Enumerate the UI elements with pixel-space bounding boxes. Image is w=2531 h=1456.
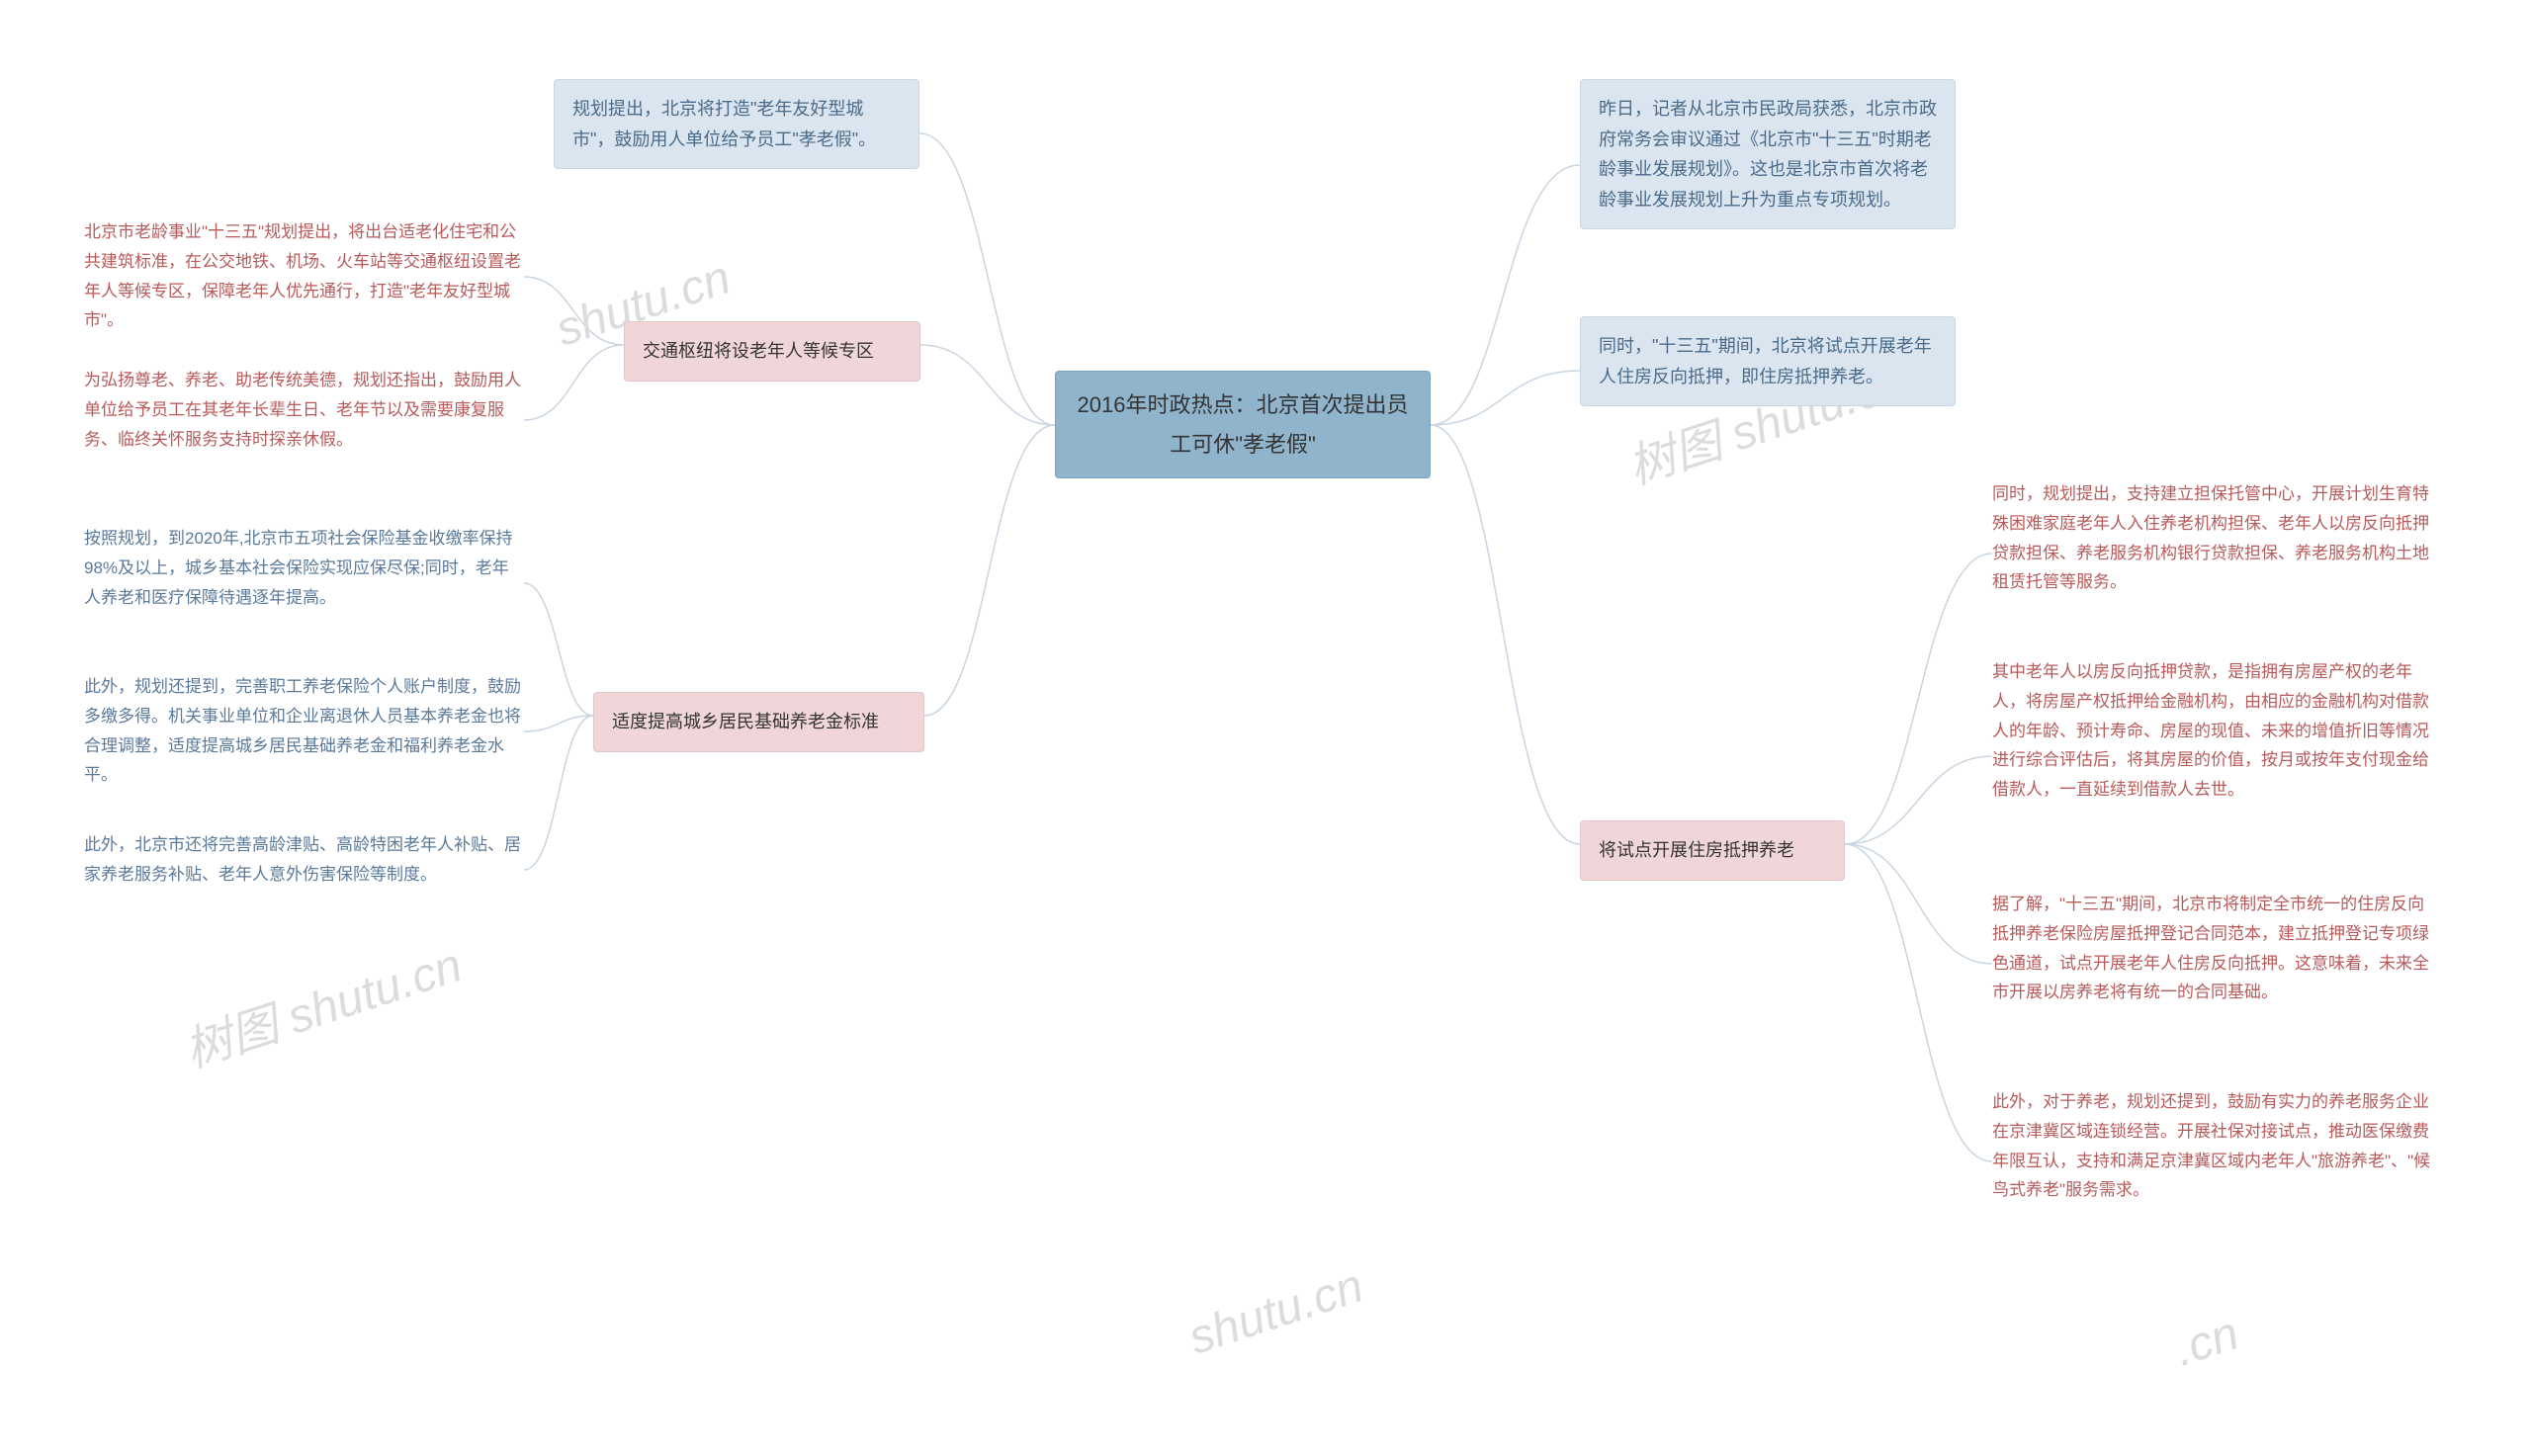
left-box-1: 规划提出，北京将打造"老年友好型城市"，鼓励用人单位给予员工"孝老假"。: [554, 79, 919, 169]
left-box-3-text: 适度提高城乡居民基础养老金标准: [612, 712, 879, 731]
right-box-2-text: 同时，"十三五"期间，北京将试点开展老年人住房反向抵押，即住房抵押养老。: [1599, 336, 1932, 386]
center-topic: 2016年时政热点：北京首次提出员工可休"孝老假": [1055, 371, 1431, 478]
left-box-2-detail-1: 北京市老龄事业"十三五"规划提出，将出台适老化住宅和公共建筑标准，在公交地铁、机…: [84, 217, 524, 335]
left-box-2-detail-2: 为弘扬尊老、养老、助老传统美德，规划还指出，鼓励用人单位给予员工在其老年长辈生日…: [84, 366, 524, 454]
left-box-1-text: 规划提出，北京将打造"老年友好型城市"，鼓励用人单位给予员工"孝老假"。: [572, 99, 876, 149]
right-box-3-detail-4: 此外，对于养老，规划还提到，鼓励有实力的养老服务企业在京津冀区域连锁经营。开展社…: [1992, 1087, 2432, 1205]
right-box-3: 将试点开展住房抵押养老: [1580, 820, 1845, 881]
right-box-3-detail-1: 同时，规划提出，支持建立担保托管中心，开展计划生育特殊困难家庭老年人入住养老机构…: [1992, 479, 2432, 597]
left-box-3-detail-3: 此外，北京市还将完善高龄津贴、高龄特困老年人补贴、居家养老服务补贴、老年人意外伤…: [84, 830, 524, 890]
center-topic-text: 2016年时政热点：北京首次提出员工可休"孝老假": [1078, 392, 1409, 457]
left-box-3: 适度提高城乡居民基础养老金标准: [593, 692, 924, 752]
right-box-3-detail-2: 其中老年人以房反向抵押贷款，是指拥有房屋产权的老年人，将房屋产权抵押给金融机构，…: [1992, 657, 2432, 805]
left-box-2: 交通枢纽将设老年人等候专区: [624, 321, 920, 382]
right-box-2: 同时，"十三五"期间，北京将试点开展老年人住房反向抵押，即住房抵押养老。: [1580, 316, 1956, 406]
right-box-3-detail-3: 据了解，"十三五"期间，北京市将制定全市统一的住房反向抵押养老保险房屋抵押登记合…: [1992, 890, 2432, 1007]
left-box-2-text: 交通枢纽将设老年人等候专区: [643, 341, 874, 361]
left-box-3-detail-2: 此外，规划还提到，完善职工养老保险个人账户制度，鼓励多缴多得。机关事业单位和企业…: [84, 672, 524, 790]
left-box-3-detail-1: 按照规划，到2020年,北京市五项社会保险基金收缴率保持98%及以上，城乡基本社…: [84, 524, 524, 612]
right-box-1-text: 昨日，记者从北京市民政局获悉，北京市政府常务会审议通过《北京市"十三五"时期老龄…: [1599, 99, 1937, 210]
right-box-1: 昨日，记者从北京市民政局获悉，北京市政府常务会审议通过《北京市"十三五"时期老龄…: [1580, 79, 1956, 229]
right-box-3-text: 将试点开展住房抵押养老: [1599, 840, 1794, 860]
